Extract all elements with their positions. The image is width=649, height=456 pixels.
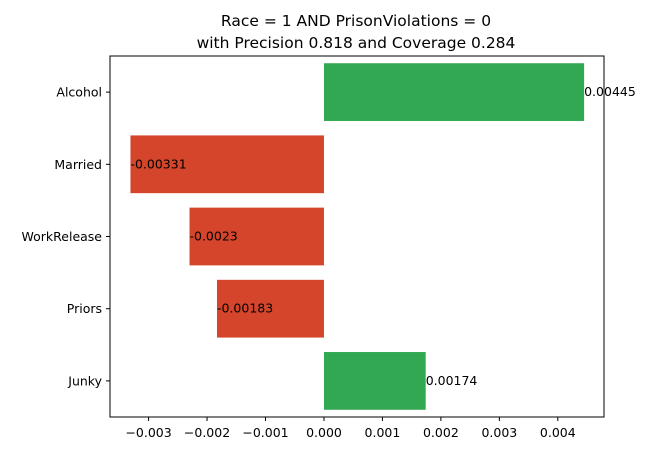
bar-workrelease bbox=[189, 207, 324, 266]
y-tick-label-junky: Junky bbox=[67, 373, 102, 388]
x-tick-label: −0.001 bbox=[242, 425, 288, 440]
bar-priors bbox=[216, 279, 324, 338]
chart-title-line-2: with Precision 0.818 and Coverage 0.284 bbox=[197, 34, 516, 52]
y-tick-label-workrelease: WorkRelease bbox=[22, 229, 103, 244]
data-label-alcohol: 0.00445 bbox=[584, 84, 636, 99]
plot-frame bbox=[109, 55, 605, 418]
bar-married bbox=[130, 135, 324, 194]
plot-area: 0.00445 Alcohol -0.00331 Married -0.0023 Work… bbox=[22, 55, 636, 440]
data-label-workrelease: -0.0023 bbox=[190, 229, 238, 244]
y-tick-label-alcohol: Alcohol bbox=[56, 85, 102, 100]
x-tick-label: 0.003 bbox=[481, 425, 517, 440]
x-tick-label: 0.004 bbox=[540, 425, 576, 440]
y-tick-label-married: Married bbox=[54, 157, 102, 172]
x-tick-label: 0.000 bbox=[306, 425, 342, 440]
bar-alcohol bbox=[323, 63, 585, 121]
data-label-junky: 0.00174 bbox=[426, 373, 478, 388]
x-tick-label: 0.001 bbox=[365, 425, 401, 440]
x-tick-label: 0.002 bbox=[423, 425, 459, 440]
x-tick-label: −0.003 bbox=[125, 425, 171, 440]
data-label-married: -0.00331 bbox=[130, 156, 186, 171]
data-label-priors: -0.00183 bbox=[217, 301, 273, 316]
x-tick-label: −0.002 bbox=[184, 425, 230, 440]
bar-junky bbox=[323, 352, 426, 410]
chart-title-line-1: Race = 1 AND PrisonViolations = 0 bbox=[221, 12, 491, 30]
y-tick-label-priors: Priors bbox=[67, 301, 102, 316]
